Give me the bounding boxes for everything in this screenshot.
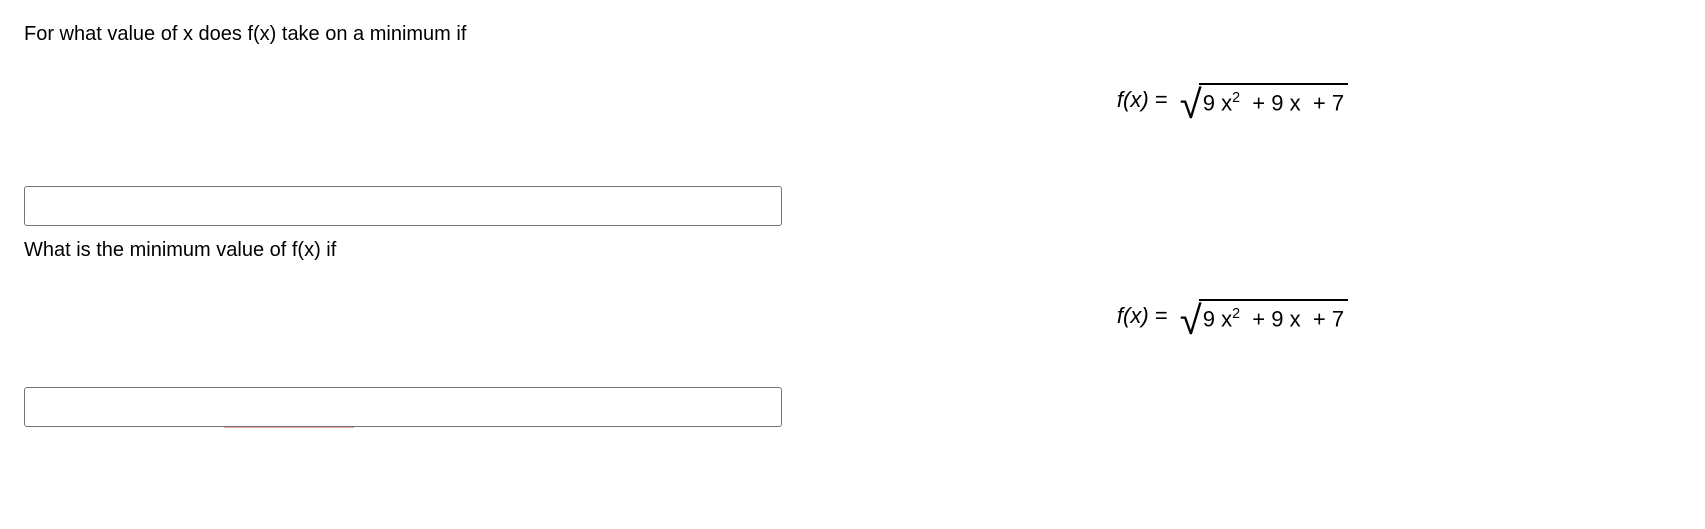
- formula-2-lhs: f(x): [1117, 303, 1149, 329]
- radical-2-surd: √: [1180, 301, 1202, 341]
- question-2-formula-area: f(x) = √ 9 x2 + 9 x + 7: [784, 236, 1681, 336]
- question-2-prompt: What is the minimum value of f(x) if: [24, 236, 784, 264]
- formula-1-lhs: f(x): [1117, 87, 1149, 113]
- question-2: What is the minimum value of f(x) if f(x…: [24, 236, 1681, 428]
- radical-1-radicand: 9 x2 + 9 x + 7: [1199, 83, 1348, 120]
- formula-2: f(x) = √ 9 x2 + 9 x + 7: [1117, 296, 1348, 336]
- formula-1: f(x) = √ 9 x2 + 9 x + 7: [1117, 80, 1348, 120]
- question-1-left: For what value of x does f(x) take on a …: [24, 20, 784, 226]
- question-1-prompt: For what value of x does f(x) take on a …: [24, 20, 784, 48]
- question-1: For what value of x does f(x) take on a …: [24, 20, 1681, 226]
- answer-input-2[interactable]: [24, 387, 782, 427]
- answer-input-1[interactable]: [24, 186, 782, 226]
- radical-1-surd: √: [1180, 85, 1202, 125]
- question-1-formula-area: f(x) = √ 9 x2 + 9 x + 7: [784, 20, 1681, 120]
- radical-2: √ 9 x2 + 9 x + 7: [1180, 296, 1348, 336]
- radical-1: √ 9 x2 + 9 x + 7: [1180, 80, 1348, 120]
- radical-2-radicand: 9 x2 + 9 x + 7: [1199, 299, 1348, 336]
- question-2-left: What is the minimum value of f(x) if: [24, 236, 784, 428]
